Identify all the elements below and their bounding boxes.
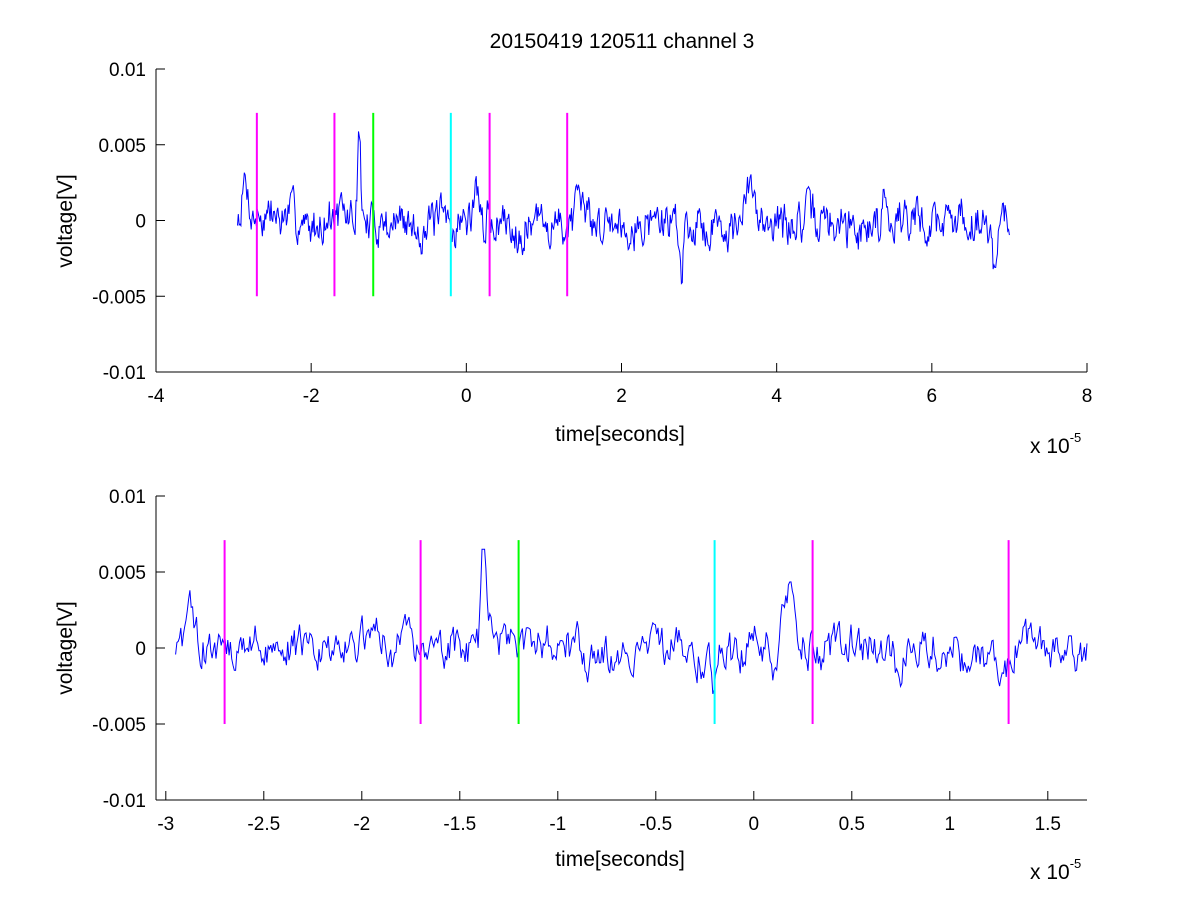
y-tick-label: -0.01	[103, 791, 146, 812]
x-tick-label: 6	[927, 386, 938, 407]
bottom-x-multiplier-exponent: -5	[1070, 856, 1082, 871]
x-tick-label: -4	[148, 386, 165, 407]
x-tick-label: 0.5	[839, 814, 865, 835]
x-tick-label: -1.5	[443, 814, 476, 835]
y-tick-label: -0.005	[92, 287, 146, 308]
top-subplot: -4 -2 0 2 4 6 8 0.01 0.005 0 -0.005 -0.01 time[seco…	[54, 60, 1092, 458]
x-tick-label: -2.5	[247, 814, 280, 835]
x-tick-label: -2	[303, 386, 320, 407]
y-tick-label: 0.005	[98, 563, 146, 584]
top-y-axis-label: voltage[V]	[54, 174, 77, 267]
bottom-axes: -3 -2.5 -2 -1.5 -1 -0.5 0 0.5 1 1.5 0.01 0.005 0 -0.0…	[92, 487, 1087, 835]
signal-trace	[237, 131, 1010, 285]
bottom-marker-layer	[223, 540, 1010, 724]
x-tick-label: -0.5	[639, 814, 672, 835]
x-tick-label: 8	[1082, 386, 1093, 407]
y-tick-label: 0.005	[98, 136, 146, 157]
bottom-x-axis-label: time[seconds]	[555, 848, 685, 871]
y-tick-label: -0.01	[103, 363, 146, 384]
bottom-signal-layer	[175, 548, 1088, 694]
top-x-multiplier-exponent: -5	[1070, 430, 1082, 445]
x-tick-label: -2	[353, 814, 370, 835]
top-marker-layer	[255, 112, 569, 297]
x-tick-label: -3	[157, 814, 174, 835]
top-x-multiplier: x 10-5	[1030, 430, 1081, 458]
bottom-x-multiplier: x 10-5	[1030, 856, 1081, 884]
x-tick-label: 0	[461, 386, 472, 407]
top-signal-layer	[237, 131, 1010, 285]
top-x-axis-label: time[seconds]	[555, 423, 685, 446]
top-x-multiplier-base: x 10	[1030, 435, 1070, 458]
figure-title: 20150419 120511 channel 3	[490, 30, 755, 53]
signal-trace	[175, 548, 1088, 694]
y-tick-label: 0	[135, 212, 146, 233]
y-tick-label: 0.01	[109, 60, 146, 81]
x-tick-label: 2	[616, 386, 627, 407]
x-tick-label: 1.5	[1035, 814, 1061, 835]
x-tick-label: 1	[945, 814, 956, 835]
x-tick-label: -1	[549, 814, 566, 835]
bottom-x-multiplier-base: x 10	[1030, 861, 1070, 884]
y-tick-label: 0.01	[109, 487, 146, 508]
top-axes: -4 -2 0 2 4 6 8 0.01 0.005 0 -0.005 -0.01	[92, 60, 1092, 407]
bottom-y-axis-label: voltage[V]	[54, 601, 77, 694]
x-tick-label: 4	[771, 386, 782, 407]
bottom-subplot: -3 -2.5 -2 -1.5 -1 -0.5 0 0.5 1 1.5 0.01 0.005 0 -0.0…	[54, 487, 1088, 884]
y-tick-label: -0.005	[92, 715, 146, 736]
y-tick-label: 0	[135, 639, 146, 660]
x-tick-label: 0	[749, 814, 760, 835]
